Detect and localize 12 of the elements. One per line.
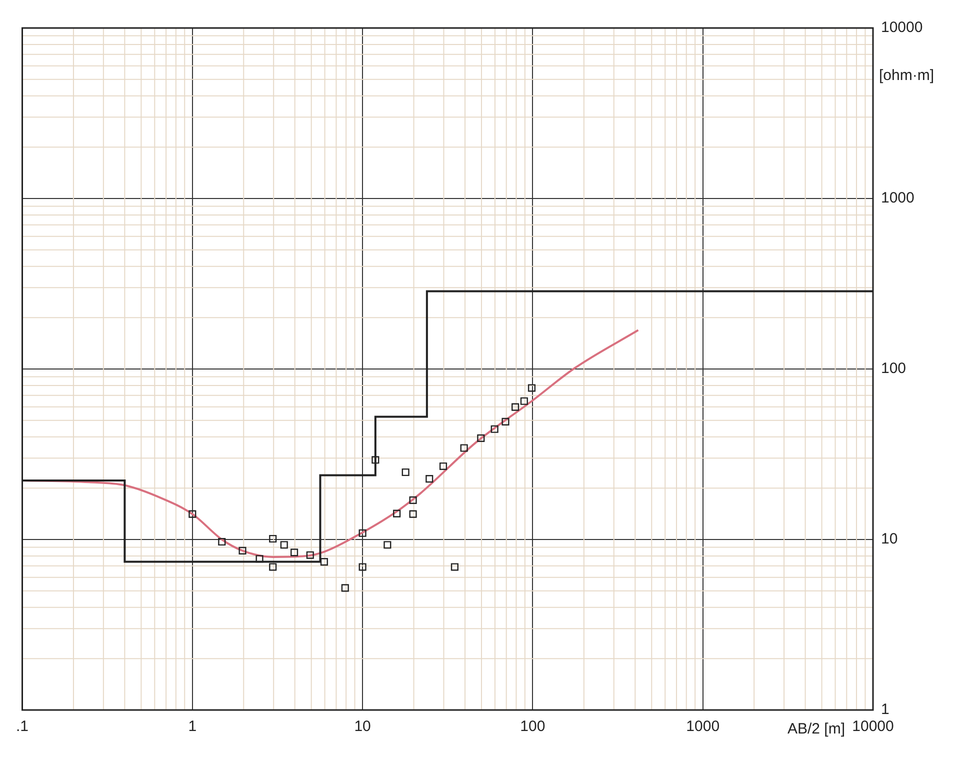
x-axis-title: AB/2 [m] [787, 720, 845, 738]
x-tick-label: 100 [520, 718, 546, 736]
y-tick-label: 10000 [881, 19, 923, 36]
y-tick-label: 1000 [881, 190, 914, 207]
x-tick-label: .1 [16, 718, 29, 736]
x-tick-label: 10 [354, 718, 371, 736]
y-tick-label: 10 [881, 530, 898, 548]
y-tick-label: 1 [881, 701, 890, 718]
x-tick-label: 1000 [686, 718, 720, 736]
x-tick-label: 1 [188, 718, 197, 736]
y-axis-title: [ohm·m] [879, 67, 934, 84]
y-tick-label: 100 [881, 360, 906, 378]
